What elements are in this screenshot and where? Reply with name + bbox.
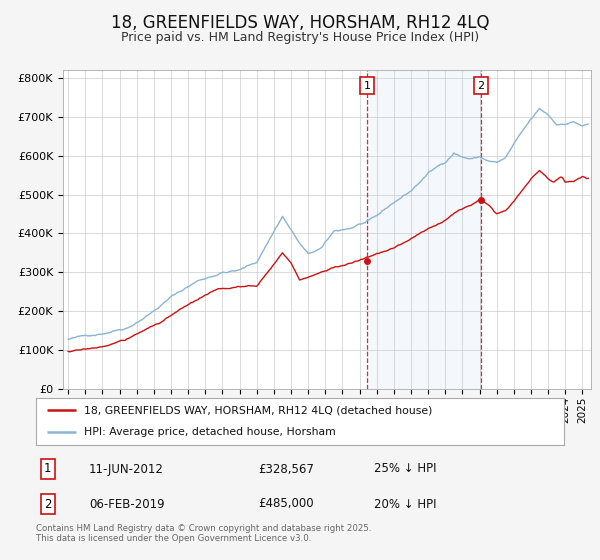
Text: 18, GREENFIELDS WAY, HORSHAM, RH12 4LQ (detached house): 18, GREENFIELDS WAY, HORSHAM, RH12 4LQ (…: [83, 405, 432, 416]
Bar: [367, 70, 481, 389]
Text: 18, GREENFIELDS WAY, HORSHAM, RH12 4LQ: 18, GREENFIELDS WAY, HORSHAM, RH12 4LQ: [111, 14, 489, 32]
Text: 1: 1: [44, 463, 52, 475]
Text: 11-JUN-2012: 11-JUN-2012: [89, 463, 164, 475]
Text: Contains HM Land Registry data © Crown copyright and database right 2025.
This d: Contains HM Land Registry data © Crown c…: [36, 524, 371, 543]
Text: £328,567: £328,567: [258, 463, 314, 475]
Text: Price paid vs. HM Land Registry's House Price Index (HPI): Price paid vs. HM Land Registry's House …: [121, 31, 479, 44]
Text: HPI: Average price, detached house, Horsham: HPI: Average price, detached house, Hors…: [83, 427, 335, 437]
Text: £485,000: £485,000: [258, 497, 313, 511]
Text: 20% ↓ HPI: 20% ↓ HPI: [374, 497, 436, 511]
Text: 06-FEB-2019: 06-FEB-2019: [89, 497, 164, 511]
Text: 2: 2: [44, 497, 52, 511]
Text: 1: 1: [364, 81, 371, 91]
Text: 2: 2: [478, 81, 485, 91]
Text: 25% ↓ HPI: 25% ↓ HPI: [374, 463, 436, 475]
